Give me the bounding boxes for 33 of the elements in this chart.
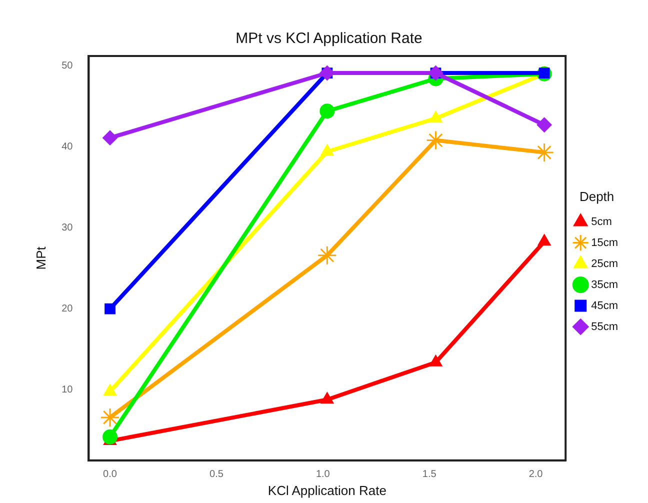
x-tick-label: 2.0 [528,469,544,480]
point [104,303,116,314]
legend-label: 55cm [591,320,618,333]
point [536,117,552,132]
x-tick-label: 0.0 [103,469,118,480]
point [538,234,551,246]
point [429,354,442,366]
point [320,104,335,119]
point [102,130,118,146]
x-tick-label: 1.5 [422,469,437,480]
point [103,384,117,396]
legend-label: 15cm [591,236,618,249]
y-axis-title: MPt [33,246,48,270]
y-tick-label: 40 [62,142,74,153]
chart-title: MPt vs KCl Application Rate [236,30,422,48]
legend-label: 45cm [591,300,618,312]
x-tick-label: 0.5 [210,469,224,480]
legend-label: 5cm [591,216,612,228]
point [534,142,554,162]
legend-label: 35cm [591,278,618,291]
x-tick-label: 1.0 [316,469,330,480]
y-tick-label: 20 [62,304,74,315]
y-tick-label: 50 [62,60,74,72]
point [320,66,335,81]
y-tick-label: 30 [62,222,74,234]
point [317,246,337,266]
y-tick-label: 10 [62,384,74,396]
point [320,392,334,404]
legend-label: 25cm [591,258,618,270]
point [320,144,334,156]
legend-title: Depth [579,188,614,204]
point [428,66,444,81]
x-axis-title: KCl Application Rate [268,482,386,498]
